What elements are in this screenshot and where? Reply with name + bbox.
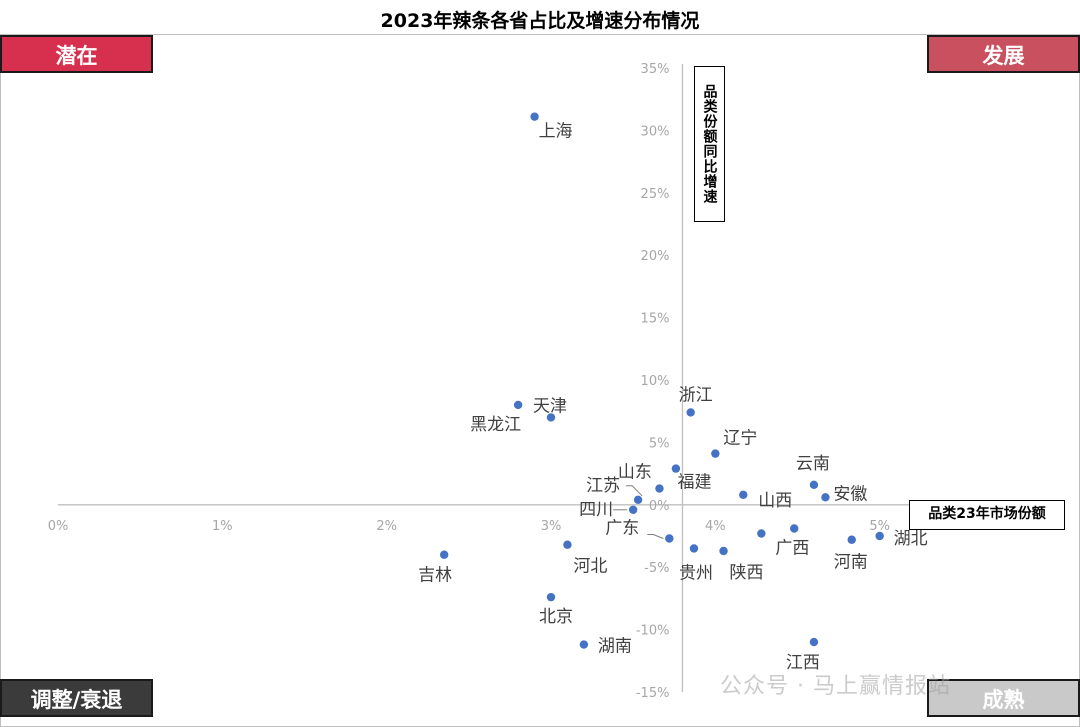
data-point: [665, 534, 674, 543]
data-point: [711, 449, 720, 458]
y-tick-label: 30%: [641, 124, 670, 139]
data-point: [513, 400, 523, 410]
data-point: [579, 640, 589, 649]
x-tick-label: 0%: [48, 519, 69, 534]
leader-line: [647, 533, 664, 539]
data-label: 河南: [834, 553, 868, 573]
y-tick-label: -10%: [636, 624, 670, 639]
data-point: [563, 540, 572, 549]
data-label: 湖北: [894, 529, 928, 549]
x-axis-label: 品类23年市场份额: [909, 500, 1065, 530]
quadrant-label-potential: 潜在: [0, 35, 153, 73]
data-point: [757, 529, 766, 538]
y-tick-label: 35%: [641, 62, 670, 77]
data-point: [546, 413, 556, 422]
data-point: [847, 535, 856, 544]
data-label: 天津: [533, 396, 567, 416]
data-point: [821, 493, 830, 502]
x-tick-label: 3%: [541, 519, 562, 534]
data-point: [719, 546, 728, 556]
data-label: 北京: [539, 607, 573, 627]
quadrant-label-growth: 发展: [927, 35, 1080, 73]
quadrant-label-decline: 调整/衰退: [0, 679, 153, 717]
data-label: 黑龙江: [470, 415, 521, 435]
data-point: [546, 592, 556, 602]
data-label: 云南: [796, 454, 830, 474]
data-label: 上海: [539, 122, 573, 142]
data-point: [689, 544, 699, 553]
x-tick-label: 1%: [212, 519, 233, 534]
data-point: [628, 505, 638, 514]
data-label: 山西: [758, 491, 792, 511]
y-tick-label: 25%: [641, 187, 670, 202]
x-tick-label: 4%: [705, 519, 726, 534]
data-point: [809, 480, 819, 490]
x-tick-label: 5%: [869, 519, 890, 534]
y-tick-label: -15%: [636, 686, 670, 701]
data-point: [633, 495, 643, 505]
y-tick-label: 0%: [649, 499, 670, 514]
watermark: 公众号 · 马上赢情报站: [720, 674, 951, 699]
data-point: [809, 637, 819, 647]
data-label: 河北: [573, 557, 607, 577]
data-point: [671, 464, 681, 473]
data-label: 贵州: [679, 563, 713, 583]
y-tick-label: -5%: [644, 561, 669, 576]
y-tick-label: 10%: [641, 374, 670, 389]
data-label: 广西: [775, 539, 809, 559]
y-axis-label: 品类份额同比增速: [694, 66, 725, 222]
data-label: 四川: [579, 500, 613, 520]
data-point: [439, 550, 449, 559]
data-point: [530, 112, 539, 121]
data-label: 浙江: [679, 385, 713, 405]
data-label: 湖南: [598, 637, 632, 657]
data-point: [655, 484, 664, 493]
data-label: 福建: [677, 473, 711, 493]
quadrant-label-mature: 成熟: [927, 679, 1080, 717]
data-point: [686, 408, 695, 417]
leader-line: [626, 485, 643, 497]
data-label: 江西: [786, 653, 820, 673]
data-point: [739, 490, 748, 500]
data-label: 安徽: [833, 484, 867, 504]
data-point: [875, 531, 884, 541]
y-tick-label: 15%: [641, 312, 670, 327]
data-label: 吉林: [418, 566, 452, 586]
data-label: 江苏: [586, 476, 620, 496]
data-point: [790, 524, 799, 533]
chart-title: 2023年辣条各省占比及增速分布情况: [380, 10, 700, 32]
x-tick-label: 2%: [376, 519, 397, 534]
data-label: 陕西: [730, 563, 764, 583]
data-label: 山东: [618, 463, 652, 483]
y-tick-label: 20%: [641, 249, 670, 264]
data-label: 广东: [605, 518, 639, 538]
data-label: 辽宁: [723, 429, 757, 449]
y-tick-label: 5%: [649, 436, 670, 451]
